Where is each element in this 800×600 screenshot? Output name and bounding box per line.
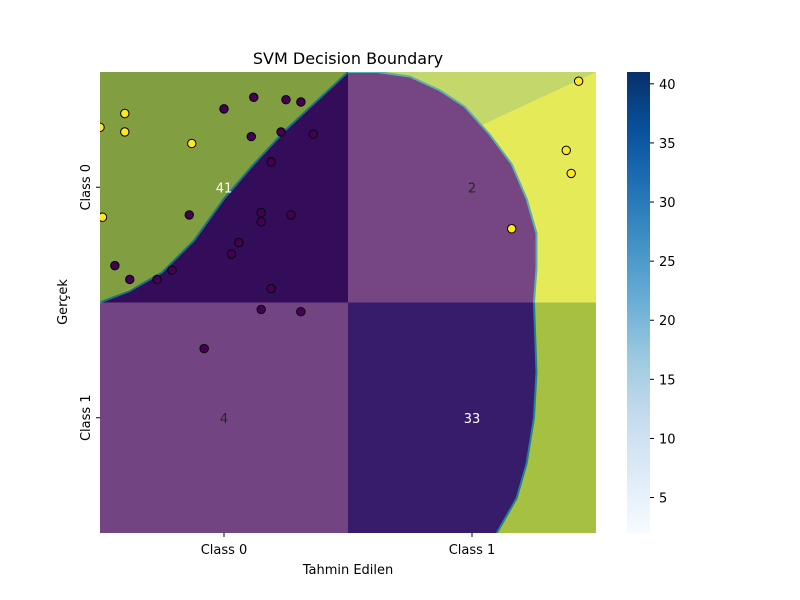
chart-title: SVM Decision Boundary [253, 49, 443, 68]
point-class-0 [296, 307, 306, 317]
scatter-points [100, 76, 584, 354]
colorbar: 5 10 15 20 25 30 35 40 [627, 72, 676, 533]
colorbar-tick-label: 40 [659, 78, 676, 93]
cell-value-label: 2 [468, 181, 476, 196]
point-class-1 [573, 76, 584, 86]
point-class-0 [110, 260, 120, 271]
point-class-0 [152, 274, 162, 285]
point-class-0 [276, 127, 286, 137]
point-class-0 [249, 92, 259, 103]
x-axis-label: Tahmin Edilen [302, 563, 394, 578]
colorbar-tick-label: 5 [659, 492, 667, 507]
colorbar-tick-label: 30 [659, 196, 676, 211]
y-tick-label: Class 0 [79, 164, 94, 211]
point-class-1 [100, 122, 105, 133]
point-class-0 [219, 104, 229, 114]
point-class-0 [286, 210, 296, 220]
heatmap-cell [348, 302, 596, 533]
heatmap-cells [100, 72, 596, 533]
point-class-0 [246, 131, 256, 142]
colorbar-gradient [627, 72, 650, 533]
point-class-0 [266, 157, 276, 167]
point-class-0 [256, 217, 266, 227]
cell-value-label: 41 [216, 181, 233, 196]
point-class-1 [561, 145, 571, 156]
decision-boundary-line [100, 72, 538, 533]
decision-regions [100, 72, 596, 533]
point-class-0 [125, 274, 135, 285]
heatmap-cell [348, 72, 596, 303]
point-class-0 [167, 265, 177, 275]
point-class-1 [566, 168, 576, 179]
point-class-0 [296, 97, 306, 107]
colorbar-tick-label: 20 [659, 314, 676, 329]
y-axis-label: Gerçek [56, 279, 71, 325]
point-class-1 [100, 212, 108, 222]
point-class-0 [281, 94, 291, 105]
colorbar-tick-label: 25 [659, 255, 676, 270]
cell-value-label: 33 [464, 412, 481, 427]
colorbar-tick-label: 35 [659, 137, 676, 152]
point-class-1 [506, 224, 517, 234]
x-tick-label: Class 1 [449, 543, 496, 558]
point-class-0 [256, 207, 266, 218]
point-class-0 [226, 249, 237, 259]
colorbar-tick-label: 15 [659, 373, 676, 388]
cell-value-label: 4 [220, 412, 228, 427]
colorbar-tick-label: 10 [659, 432, 676, 447]
point-class-1 [120, 108, 130, 119]
point-class-0 [256, 304, 266, 315]
point-class-0 [234, 237, 244, 248]
point-class-0 [308, 129, 318, 139]
point-class-0 [184, 210, 194, 220]
region-class-0 [100, 72, 537, 533]
point-class-1 [187, 138, 197, 149]
point-class-0 [199, 343, 209, 354]
point-class-1 [120, 127, 130, 137]
x-tick-label: Class 0 [201, 543, 248, 558]
y-tick-label: Class 1 [79, 394, 94, 441]
point-class-0 [266, 283, 276, 294]
plot-area: 41 2 4 33 Class 0 Class 1 Class 0 Class 1 [79, 72, 596, 558]
heatmap-cell [100, 302, 348, 533]
